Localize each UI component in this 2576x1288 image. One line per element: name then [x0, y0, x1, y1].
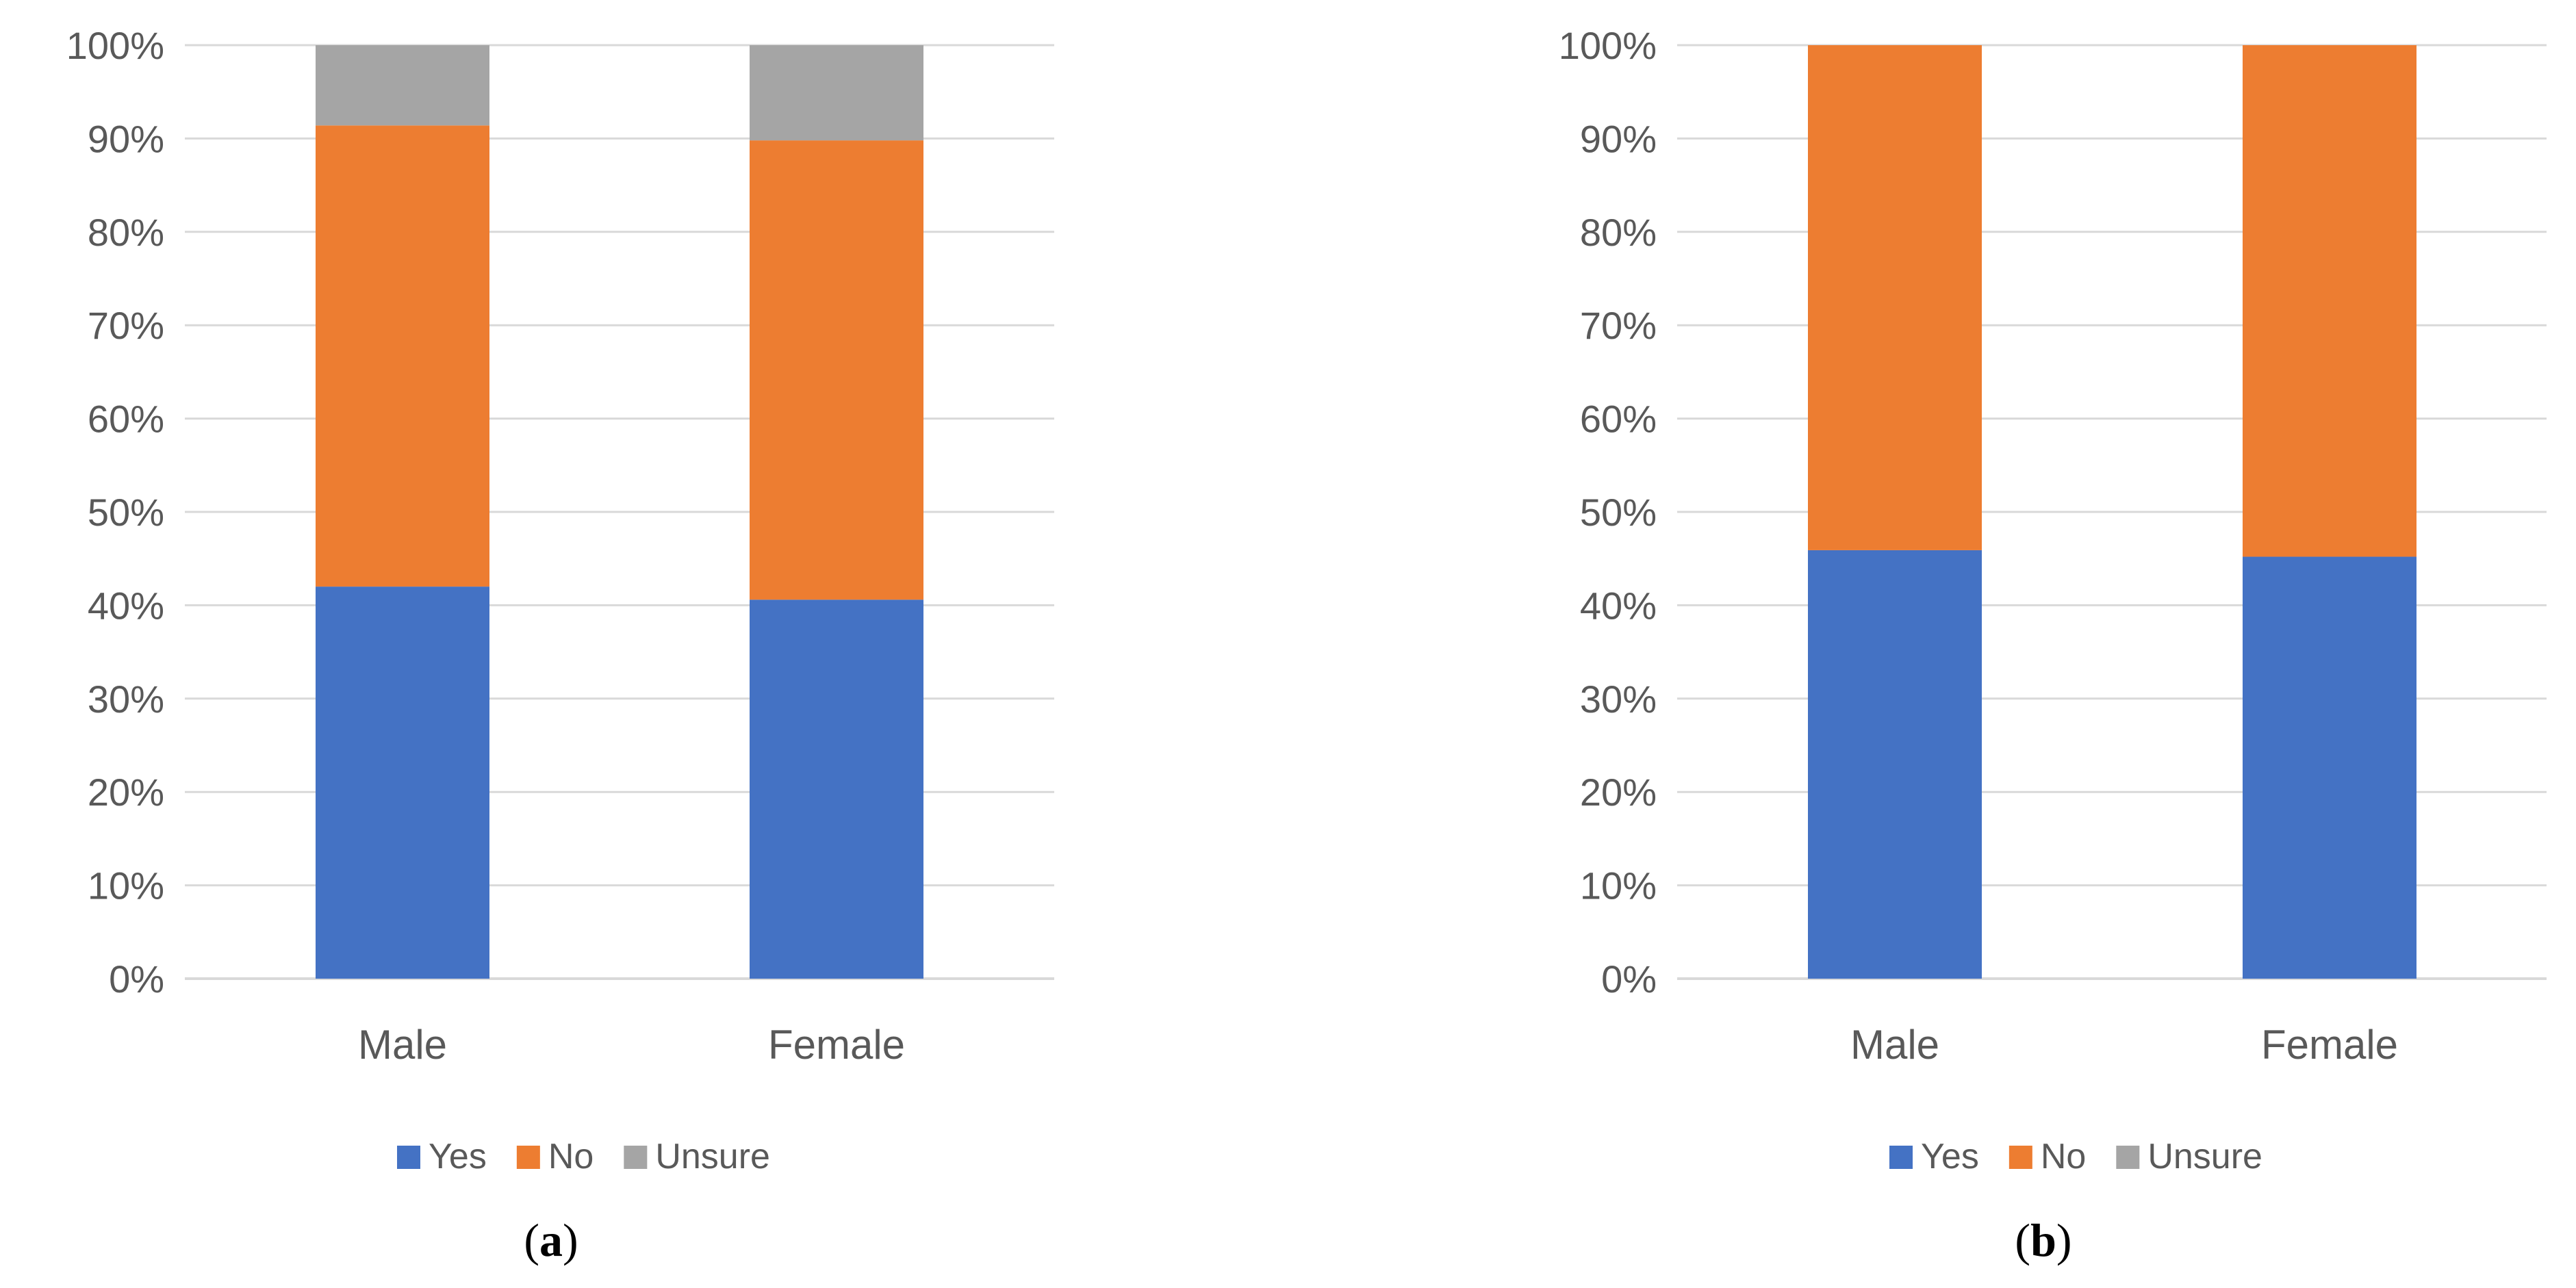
y-tick-label: 40%: [1580, 584, 1657, 627]
x-tick-label: Male: [358, 1022, 447, 1068]
y-tick-label: 90%: [1580, 117, 1657, 160]
bar-yes-female: [750, 600, 923, 979]
y-tick-label: 70%: [1580, 304, 1657, 347]
legend-label-no: No: [548, 1137, 594, 1176]
x-tick-label: Female: [2261, 1022, 2398, 1068]
legend-label-unsure: Unsure: [655, 1137, 770, 1176]
y-tick-label: 80%: [88, 211, 164, 254]
y-tick-label: 50%: [1580, 491, 1657, 534]
y-tick-label: 20%: [1580, 771, 1657, 814]
y-tick-label: 60%: [1580, 398, 1657, 441]
x-tick-label: Male: [1850, 1022, 1939, 1068]
y-tick-label: 90%: [88, 117, 164, 160]
legend-swatch-no: [2008, 1146, 2032, 1169]
chart-panel-a: 0% 10% 20% 30% 40% 50% 60% 70% 80% 90% 100% Male Fem…: [66, 24, 1054, 1266]
y-tick-label: 20%: [88, 771, 164, 814]
bar-yes-male: [1808, 550, 1982, 979]
bar-no-female: [2243, 45, 2416, 557]
y-tick-label: 30%: [88, 678, 164, 721]
y-tick-label: 10%: [1580, 864, 1657, 907]
y-tick-label: 30%: [1580, 678, 1657, 721]
y-tick-label: 50%: [88, 491, 164, 534]
bar-yes-female: [2243, 556, 2416, 979]
y-tick-label: 10%: [88, 864, 164, 907]
bar-no-male: [316, 125, 489, 587]
bar-unsure-female: [750, 45, 923, 141]
y-tick-label: 100%: [66, 24, 164, 67]
panel-label: (b): [2015, 1214, 2071, 1266]
y-tick-label: 100%: [1559, 24, 1657, 67]
chart-panel-b: 0% 10% 20% 30% 40% 50% 60% 70% 80% 90% 100% Male Fem…: [1559, 24, 2547, 1266]
x-tick-label: Female: [768, 1022, 905, 1068]
legend-swatch-unsure: [624, 1146, 648, 1169]
legend-swatch-yes: [1889, 1146, 1913, 1169]
y-tick-label: 70%: [88, 304, 164, 347]
panel-label: (a): [524, 1214, 578, 1266]
bar-unsure-male: [316, 45, 489, 126]
legend-label-yes: Yes: [429, 1137, 487, 1176]
legend-label-yes: Yes: [1921, 1137, 1979, 1176]
legend-swatch-no: [516, 1146, 540, 1169]
y-tick-label: 40%: [88, 584, 164, 627]
y-tick-label: 0%: [109, 957, 164, 1001]
legend-swatch-yes: [397, 1146, 420, 1169]
bar-no-female: [750, 140, 923, 600]
legend-label-no: No: [2041, 1137, 2086, 1176]
y-tick-label: 80%: [1580, 211, 1657, 254]
legend-swatch-unsure: [2116, 1146, 2140, 1169]
y-tick-label: 0%: [1601, 957, 1657, 1001]
legend-label-unsure: Unsure: [2147, 1137, 2262, 1176]
bar-yes-male: [316, 587, 489, 979]
y-tick-label: 60%: [88, 398, 164, 441]
bar-no-male: [1808, 45, 1982, 550]
